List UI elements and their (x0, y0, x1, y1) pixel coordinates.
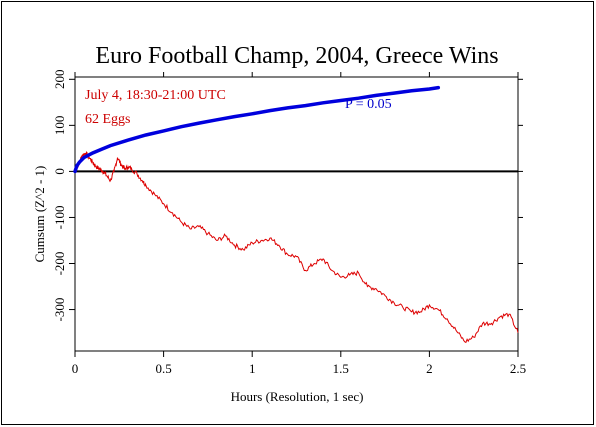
y-tick-label: 0 (52, 168, 67, 175)
y-axis: -300 -200 -100 0 100 200 (52, 70, 523, 322)
y-tick-label: -300 (52, 298, 67, 322)
annotation-date: July 4, 18:30-21:00 UTC (85, 88, 226, 103)
annotation-eggs: 62 Eggs (85, 112, 131, 127)
y-tick-label: -100 (52, 206, 67, 230)
x-tick-label: 1.5 (333, 361, 349, 376)
chart-title: Euro Football Champ, 2004, Greece Wins (95, 43, 498, 69)
x-tick-label: 2 (426, 361, 433, 376)
x-tick-label: 1 (249, 361, 256, 376)
x-axis: 0 0.5 1 1.5 2 2.5 (72, 72, 526, 376)
x-tick-label: 0 (72, 361, 79, 376)
series-layer (73, 85, 519, 344)
y-axis-label: Cumsum (Z^2 - 1) (32, 166, 47, 263)
y-tick-label: 200 (52, 70, 67, 90)
x-tick-label: 0.5 (155, 361, 171, 376)
plot-area (74, 76, 519, 352)
series-p05-envelope-line (73, 85, 441, 174)
x-tick-label: 2.5 (510, 361, 526, 376)
annotation-p-value: P = 0.05 (345, 97, 392, 112)
y-tick-label: 100 (52, 116, 67, 135)
x-axis-label: Hours (Resolution, 1 sec) (231, 389, 364, 404)
y-tick-label: -200 (52, 252, 67, 276)
series-cumsum-line (74, 151, 519, 344)
